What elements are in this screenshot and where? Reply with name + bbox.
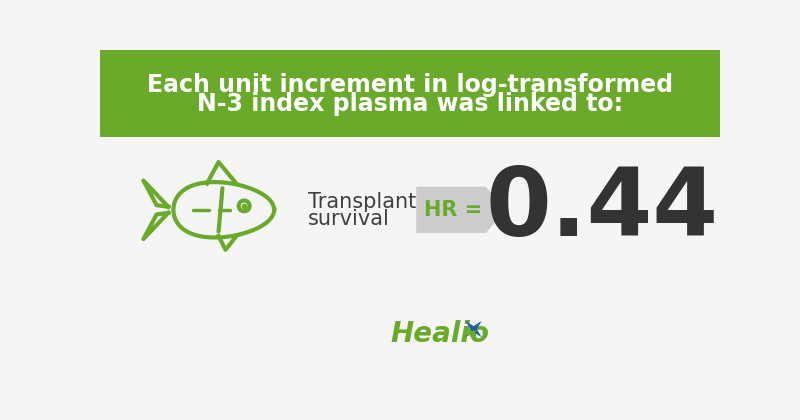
Bar: [100, 50, 720, 137]
Text: N-3 index plasma was linked to:: N-3 index plasma was linked to:: [197, 92, 623, 116]
Polygon shape: [463, 326, 478, 340]
Polygon shape: [466, 321, 482, 337]
Text: survival: survival: [308, 209, 390, 229]
Polygon shape: [416, 186, 506, 233]
Text: HR =: HR =: [423, 200, 482, 220]
Text: Healio: Healio: [390, 320, 490, 348]
Text: Transplant-free: Transplant-free: [308, 192, 465, 212]
Text: Each unit increment in log-transformed: Each unit increment in log-transformed: [147, 74, 673, 97]
Text: 0.44: 0.44: [486, 164, 718, 256]
